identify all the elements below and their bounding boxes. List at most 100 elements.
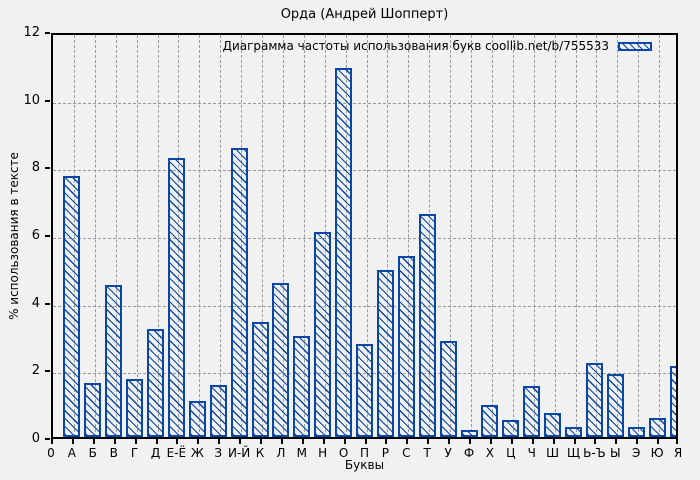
y-tick-label: 12 [23, 25, 40, 40]
x-tick [51, 439, 53, 444]
y-tick [45, 32, 50, 38]
x-tick [280, 439, 283, 444]
bar-Ч [523, 386, 541, 437]
bar-Б [84, 382, 102, 437]
bar-Ж [188, 401, 206, 437]
v-gridline [157, 35, 159, 437]
x-tick-label: У [444, 446, 452, 460]
x-tick [239, 439, 242, 444]
x-tick [406, 439, 409, 444]
bar-А [63, 176, 81, 437]
y-tick-label: 2 [31, 363, 40, 379]
x-tick-label: О [338, 446, 349, 460]
x-tick-label: А [67, 446, 76, 460]
x-tick [489, 439, 492, 444]
v-gridline [554, 35, 556, 437]
bar-Е-Ё [167, 157, 185, 437]
x-tick [385, 439, 388, 444]
x-tick-label: Э [631, 446, 641, 460]
x-tick-label: Щ [566, 446, 581, 460]
bar-Э [627, 426, 645, 437]
x-tick-label: Х [485, 446, 494, 460]
y-tick-label: 6 [31, 228, 40, 243]
x-tick [427, 439, 430, 444]
v-gridline [366, 35, 368, 437]
v-gridline [220, 35, 222, 437]
h-gridline [53, 102, 676, 104]
x-tick [155, 439, 158, 444]
bar-У [439, 340, 457, 437]
x-tick-label: Б [88, 446, 97, 460]
x-tick [676, 439, 678, 444]
v-gridline [136, 35, 138, 437]
x-tick [92, 439, 95, 444]
x-tick-label: Ж [190, 446, 204, 460]
x-tick-label: Ы [610, 446, 621, 460]
x-tick-label: Т [423, 446, 431, 460]
y-tick [45, 99, 50, 106]
x-tick [218, 439, 221, 444]
x-tick [113, 439, 116, 444]
bar-Ц [502, 420, 520, 437]
x-tick [197, 439, 200, 444]
x-tick-label: Г [130, 446, 139, 460]
x-tick [71, 439, 74, 444]
v-gridline [408, 35, 410, 437]
x-tick-label: В [109, 446, 118, 460]
bar-П [356, 343, 373, 437]
bar-Н [314, 232, 332, 437]
x-tick-label: М [296, 446, 307, 460]
bar-Г [126, 379, 144, 437]
x-tick-label: П [359, 446, 370, 460]
y-tick-label: 8 [31, 160, 40, 176]
bar-Д [147, 328, 164, 437]
x-tick-label: Ц [506, 446, 516, 460]
h-gridline [53, 238, 676, 239]
bar-Ш [544, 413, 562, 437]
v-gridline [262, 35, 263, 437]
v-gridline [303, 35, 305, 437]
v-gridline [512, 35, 514, 437]
h-gridline [53, 305, 676, 307]
x-tick [134, 439, 137, 444]
v-gridline [491, 35, 493, 437]
bar-М [293, 335, 311, 437]
x-tick-label: Я [673, 446, 683, 460]
x-tick [322, 439, 325, 444]
y-tick [45, 167, 50, 173]
y-tick [45, 370, 50, 376]
x-tick-label: Ф [463, 446, 475, 460]
v-gridline [282, 35, 284, 437]
x-tick-label: Ш [546, 446, 560, 460]
plot-area: Диаграмма частоты использования букв coo… [51, 33, 678, 439]
v-gridline [596, 35, 598, 437]
h-gridline [53, 170, 676, 172]
bar-С [397, 256, 415, 437]
bar-К [251, 321, 269, 437]
x-tick-label: Л [276, 446, 286, 460]
bar-Х [481, 404, 499, 437]
bar-З [209, 384, 227, 437]
y-tick-label: 10 [23, 92, 40, 108]
x-tick-label: Д [150, 446, 161, 460]
v-gridline [450, 35, 452, 437]
legend-swatch [618, 41, 652, 51]
x-tick [469, 439, 471, 444]
legend: Диаграмма частоты использования букв coo… [223, 39, 652, 53]
y-tick-label: 0 [31, 431, 40, 446]
bar-Я [669, 365, 676, 437]
x-tick-label: К [255, 446, 265, 460]
x-tick-label: Ч [527, 446, 536, 460]
x-tick [573, 439, 576, 444]
v-gridline [617, 35, 619, 437]
v-gridline [575, 35, 577, 437]
x-axis-title: Буквы [344, 458, 385, 472]
x-tick-label: Ю [650, 446, 664, 460]
x-tick [531, 439, 534, 444]
bar-В [105, 284, 123, 437]
v-gridline [638, 35, 640, 437]
bar-И-Й [230, 147, 248, 437]
chart-title: Орда (Андрей Шопперт) [280, 7, 449, 22]
x-tick [448, 439, 451, 444]
